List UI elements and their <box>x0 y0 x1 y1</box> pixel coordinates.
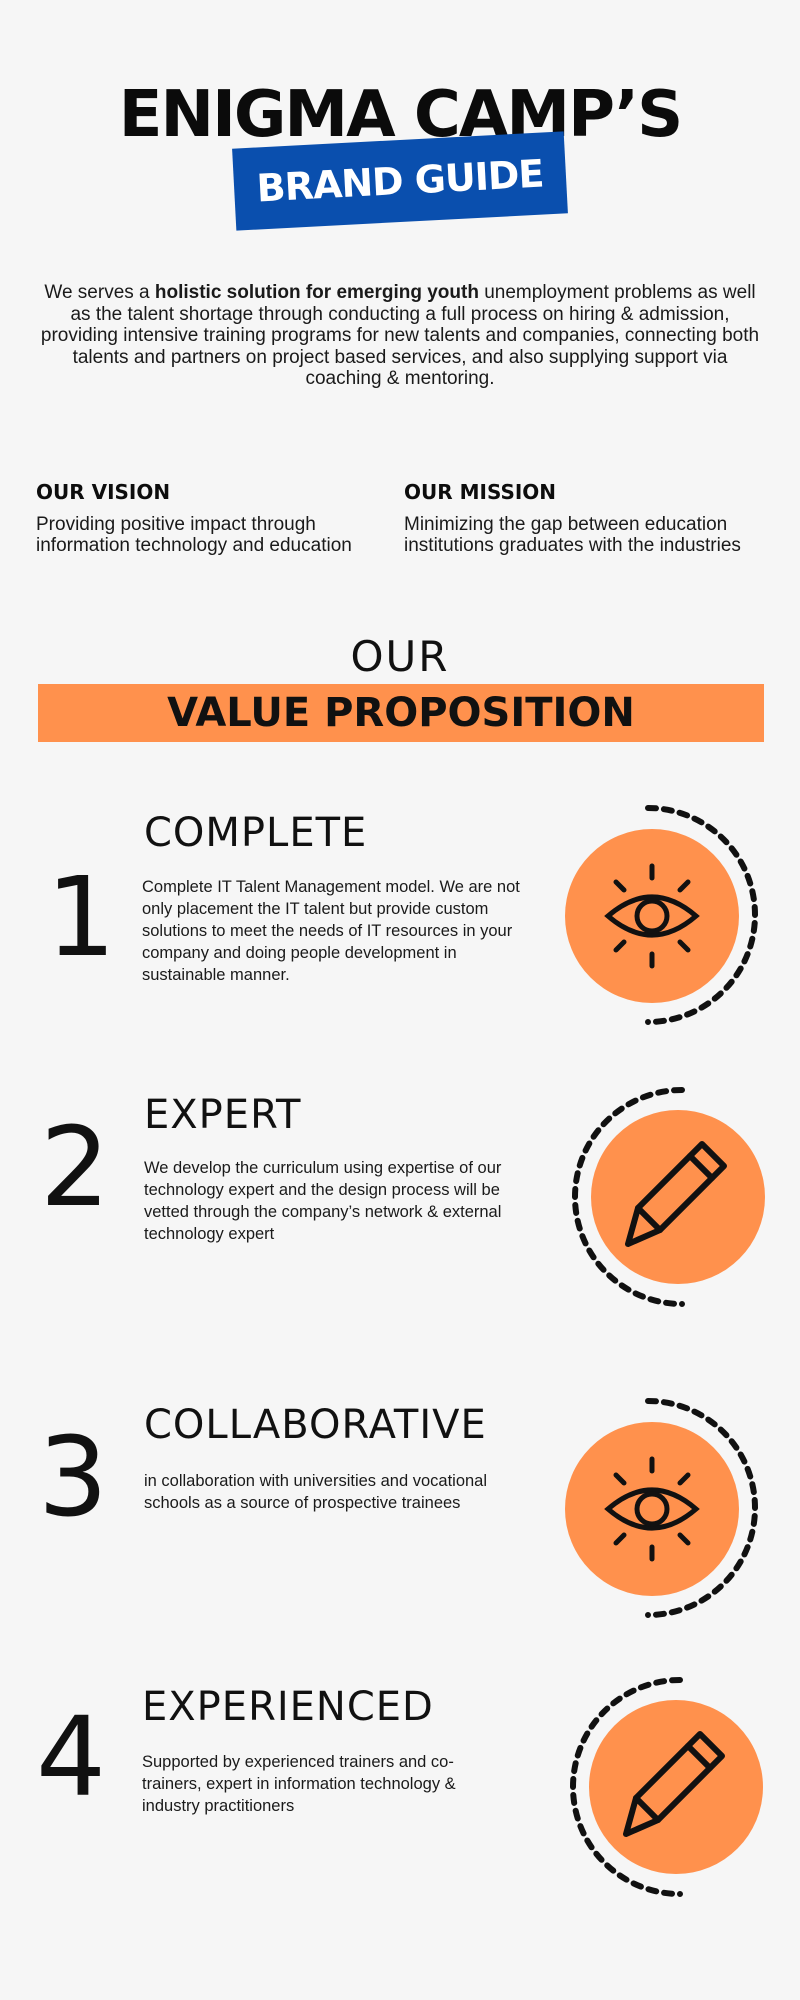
intro-suffix: unemployment problems as well as the tal… <box>40 282 760 389</box>
pencil-icon <box>564 1672 764 1902</box>
intro-prefix: We serves a <box>44 282 155 303</box>
vision-text: Providing positive impact through inform… <box>36 514 352 556</box>
value-proposition-banner: VALUE PROPOSITION <box>38 684 764 742</box>
value-text-collaborative: in collaboration with universities and v… <box>144 1472 488 1512</box>
value-title-complete: COMPLETE <box>144 810 368 856</box>
value-number-2: 2 <box>40 1103 110 1231</box>
value-title-expert: EXPERT <box>144 1092 302 1138</box>
pencil-icon <box>566 1082 766 1312</box>
brand-guide-label: BRAND GUIDE <box>255 151 545 211</box>
value-number-4: 4 <box>36 1693 106 1821</box>
brand-guide-badge: BRAND GUIDE <box>232 131 568 231</box>
value-text-expert: We develop the curriculum using expertis… <box>144 1159 502 1243</box>
mission-text: Minimizing the gap between education ins… <box>404 514 741 556</box>
value-number-1: 1 <box>46 853 116 981</box>
value-number-3: 3 <box>38 1413 108 1541</box>
eye-icon <box>560 800 760 1030</box>
mission-heading: OUR MISSION <box>404 480 557 504</box>
our-label: OUR <box>350 632 450 681</box>
value-text-experienced: Supported by experienced trainers and co… <box>142 1753 456 1815</box>
value-title-collaborative: COLLABORATIVE <box>144 1402 487 1448</box>
eye-icon <box>560 1393 760 1623</box>
value-proposition-title: VALUE PROPOSITION <box>167 690 635 736</box>
vision-heading: OUR VISION <box>36 480 171 504</box>
intro-paragraph: We serves a holistic solution for emergi… <box>36 282 764 390</box>
intro-bold: holistic solution for emerging youth <box>154 282 479 303</box>
value-title-experienced: EXPERIENCED <box>142 1684 434 1730</box>
value-text-complete: Complete IT Talent Management model. We … <box>142 878 520 984</box>
